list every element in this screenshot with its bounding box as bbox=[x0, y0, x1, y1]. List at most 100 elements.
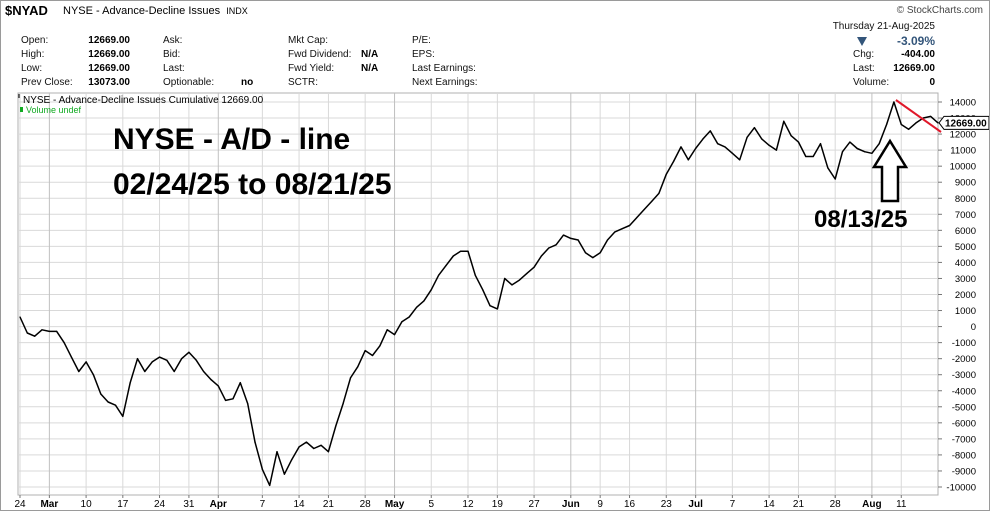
optionable-value: no bbox=[241, 77, 254, 88]
data-point bbox=[305, 441, 308, 443]
fwd-yield-value: N/A bbox=[361, 63, 379, 74]
last-quote-label: Last: bbox=[853, 63, 875, 74]
prev-close-value: 13073.00 bbox=[88, 77, 130, 88]
data-point bbox=[70, 356, 73, 358]
data-point bbox=[849, 141, 851, 143]
data-point bbox=[753, 127, 756, 129]
chg-value: -404.00 bbox=[901, 49, 935, 60]
data-point bbox=[195, 359, 197, 361]
x-tick-label: 16 bbox=[624, 499, 636, 510]
y-tick-label: 10000 bbox=[950, 162, 976, 173]
x-tick-label: 23 bbox=[661, 499, 673, 510]
data-point bbox=[261, 468, 263, 470]
data-point bbox=[283, 473, 285, 475]
data-point bbox=[26, 332, 28, 334]
vertical-grid bbox=[19, 93, 902, 495]
x-tick-label: 28 bbox=[360, 499, 372, 510]
data-point bbox=[915, 122, 917, 124]
x-tick-label: 24 bbox=[154, 499, 166, 510]
eps-label: EPS: bbox=[412, 49, 435, 60]
data-point bbox=[41, 329, 43, 331]
data-point bbox=[85, 361, 87, 363]
data-point bbox=[364, 350, 366, 352]
data-point bbox=[680, 146, 682, 148]
annotation-date-range: 02/24/25 to 08/21/25 bbox=[113, 168, 392, 201]
data-point bbox=[415, 306, 418, 308]
data-point bbox=[805, 155, 807, 158]
data-point bbox=[460, 250, 462, 252]
x-tick-label: 17 bbox=[117, 499, 129, 510]
y-tick-label: -8000 bbox=[952, 450, 976, 461]
data-point bbox=[107, 401, 109, 403]
x-tick-label: 11 bbox=[896, 499, 907, 510]
data-point bbox=[841, 151, 844, 153]
y-tick-label: -5000 bbox=[952, 402, 976, 413]
data-point bbox=[379, 345, 381, 347]
sctr-label: SCTR: bbox=[288, 77, 318, 88]
data-point bbox=[92, 374, 95, 376]
data-point bbox=[885, 123, 888, 126]
volume-value: 0 bbox=[929, 77, 935, 88]
x-tick-label: May bbox=[385, 499, 405, 510]
arrow-label: 08/13/25 bbox=[814, 206, 907, 233]
brand[interactable]: © StockCharts.com bbox=[896, 5, 983, 16]
data-point bbox=[122, 415, 124, 418]
data-point bbox=[665, 173, 667, 175]
data-point bbox=[313, 447, 315, 450]
x-tick-label: 12 bbox=[462, 499, 474, 510]
data-point bbox=[775, 149, 778, 151]
data-point bbox=[19, 316, 21, 318]
data-point bbox=[717, 143, 719, 145]
data-point bbox=[614, 231, 616, 233]
data-point bbox=[878, 143, 880, 145]
y-tick-label: 11000 bbox=[950, 146, 976, 157]
change-percent: -3.09% bbox=[896, 34, 935, 48]
data-point bbox=[180, 358, 183, 360]
data-point bbox=[482, 289, 484, 291]
data-point bbox=[496, 308, 498, 310]
x-tick-label: 19 bbox=[492, 499, 504, 510]
data-point bbox=[533, 266, 535, 268]
data-point bbox=[871, 152, 873, 154]
x-tick-label: 28 bbox=[830, 499, 842, 510]
x-tick-label: Aug bbox=[862, 499, 881, 510]
x-tick-label: Jul bbox=[688, 499, 703, 510]
y-tick-label: 2000 bbox=[955, 290, 976, 301]
annotation-title: NYSE - A/D - line bbox=[113, 123, 350, 156]
up-arrow-icon bbox=[871, 138, 909, 203]
data-point bbox=[78, 370, 80, 373]
data-point bbox=[210, 378, 212, 381]
data-point bbox=[239, 382, 241, 384]
data-point bbox=[834, 178, 836, 180]
data-point bbox=[247, 402, 249, 405]
data-point bbox=[452, 255, 454, 257]
data-point bbox=[203, 370, 205, 373]
data-point bbox=[746, 136, 748, 138]
y-tick-label: 1000 bbox=[955, 306, 976, 317]
x-tick-label: 10 bbox=[81, 499, 93, 510]
symbol[interactable]: $NYAD bbox=[5, 3, 48, 18]
data-point bbox=[269, 484, 271, 486]
data-point bbox=[628, 224, 631, 227]
mktcap-label: Mkt Cap: bbox=[288, 35, 329, 46]
x-tick-label: 24 bbox=[14, 499, 26, 510]
data-point bbox=[819, 143, 822, 145]
data-point bbox=[709, 130, 711, 132]
y-tick-label: 5000 bbox=[955, 242, 976, 253]
x-tick-label: Mar bbox=[40, 499, 58, 510]
data-point bbox=[114, 404, 117, 406]
data-point bbox=[592, 257, 594, 259]
quote-panel: Open: 12669.00 High: 12669.00 Low: 12669… bbox=[1, 20, 939, 93]
data-point bbox=[158, 356, 161, 358]
legend-series: NYSE - Advance-Decline Issues Cumulative… bbox=[23, 95, 264, 106]
data-point bbox=[893, 101, 895, 103]
ad-line-series bbox=[19, 101, 939, 487]
data-point bbox=[797, 141, 800, 143]
data-point bbox=[408, 316, 410, 318]
data-point bbox=[320, 444, 322, 446]
data-point bbox=[445, 265, 447, 267]
data-point bbox=[812, 155, 814, 158]
y-tick-label: 6000 bbox=[955, 226, 976, 237]
data-point bbox=[474, 274, 476, 276]
